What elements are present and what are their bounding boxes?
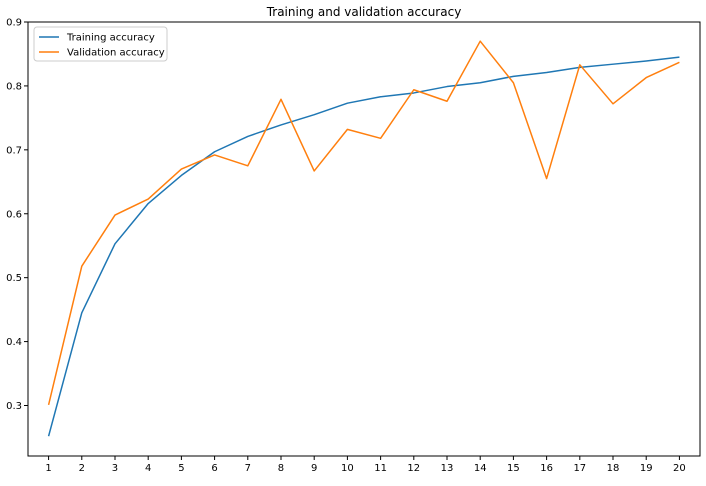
legend-box: [33, 26, 168, 62]
x-tick-label: 14: [474, 463, 487, 474]
x-tick-label: 8: [278, 463, 284, 474]
legend-label-training: Training accuracy: [66, 33, 155, 44]
y-tick-label: 0.6: [6, 209, 22, 220]
y-tick-label: 0.5: [6, 273, 22, 284]
legend-label-validation: Validation accuracy: [67, 48, 165, 59]
x-tick-label: 4: [145, 463, 151, 474]
x-tick-label: 2: [79, 463, 85, 474]
y-axis: 0.3 0.4 0.5 0.6 0.7 0.8 0.9: [6, 18, 28, 412]
x-tick-label: 1: [45, 463, 51, 474]
x-tick-label: 5: [178, 463, 184, 474]
y-tick-label: 0.7: [6, 145, 22, 156]
x-tick-label: 19: [640, 463, 653, 474]
chart-title: Training and validation accuracy: [266, 5, 462, 19]
y-tick-label: 0.4: [6, 337, 22, 348]
x-tick-label: 15: [507, 463, 520, 474]
x-tick-label: 18: [607, 463, 620, 474]
x-tick-label: 10: [341, 463, 354, 474]
x-tick-label: 3: [112, 463, 118, 474]
x-tick-label: 13: [441, 463, 454, 474]
y-tick-label: 0.8: [6, 81, 22, 92]
series-line-training: [47, 56, 680, 437]
legend: Training accuracy Validation accuracy: [33, 26, 168, 62]
x-tick-label: 16: [540, 463, 553, 474]
x-tick-label: 17: [573, 463, 586, 474]
y-tick-label: 0.9: [6, 18, 22, 29]
plot-frame: [27, 21, 701, 457]
x-tick-label: 11: [374, 463, 387, 474]
series-line-validation: [47, 40, 680, 406]
x-tick-label: 12: [407, 463, 420, 474]
x-tick-label: 7: [245, 463, 251, 474]
x-tick-label: 20: [673, 463, 686, 474]
series-layer: [47, 40, 680, 437]
y-tick-label: 0.3: [6, 401, 22, 412]
x-tick-label: 6: [211, 463, 217, 474]
x-axis: 1 2 3 4 5 6 7 8 9 10 11 12 13 14 15 16 17 18 19 20: [45, 456, 686, 474]
x-tick-label: 9: [311, 463, 317, 474]
